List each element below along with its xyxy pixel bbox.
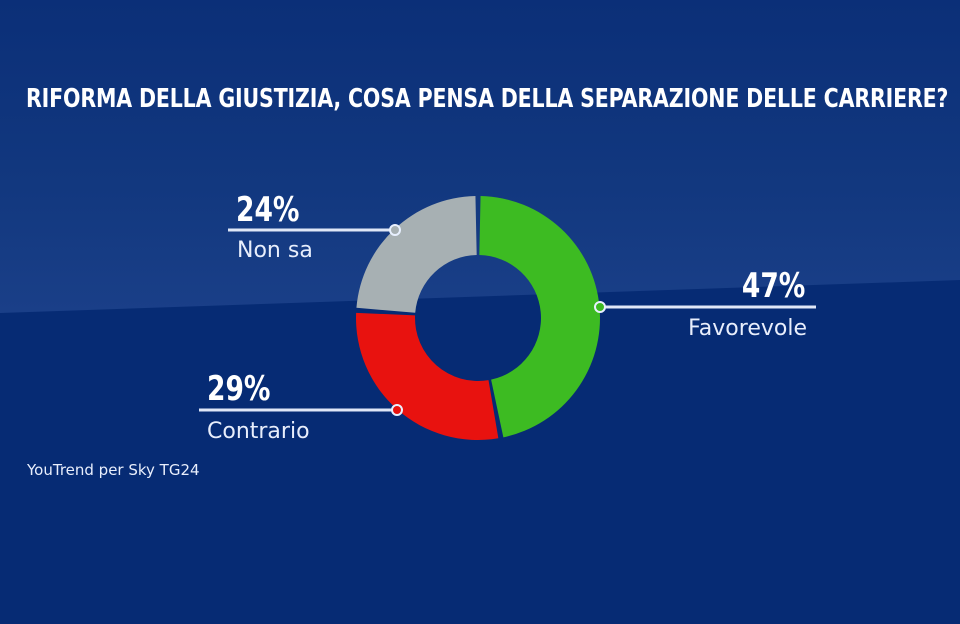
label-non-sa: Non sa <box>237 238 313 263</box>
label-favorevole: Favorevole <box>688 316 807 341</box>
pct-favorevole: 47% <box>741 266 805 306</box>
marker-favorevole <box>594 301 606 313</box>
marker-non-sa <box>389 224 401 236</box>
pct-non-sa: 24% <box>236 190 300 230</box>
pct-contrario: 29% <box>207 369 271 409</box>
marker-contrario <box>391 404 403 416</box>
source-credit: YouTrend per Sky TG24 <box>27 461 200 479</box>
label-contrario: Contrario <box>207 419 310 444</box>
slice-non-sa <box>356 196 477 313</box>
slice-contrario <box>356 312 499 440</box>
slice-favorevole <box>479 196 600 438</box>
